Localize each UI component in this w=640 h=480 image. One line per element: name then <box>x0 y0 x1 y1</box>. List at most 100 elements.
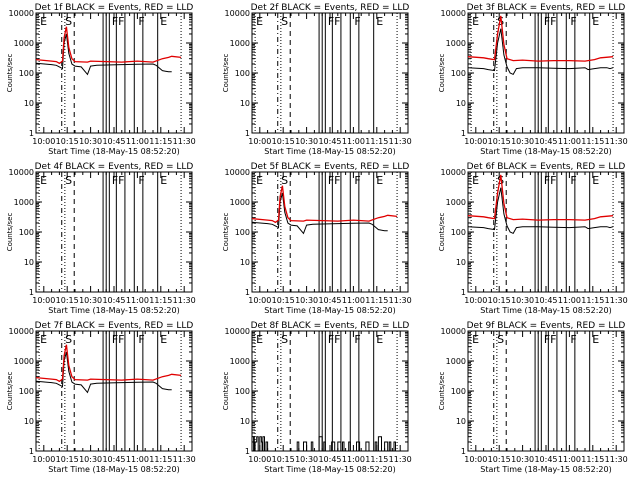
event-marker-label: E <box>40 15 47 28</box>
y-tick-label: 100 <box>451 228 466 237</box>
y-axis-label: Counts/sec <box>222 213 230 252</box>
y-axis-label: Counts/sec <box>222 54 230 93</box>
x-tick-label: 10:30 <box>511 455 534 464</box>
x-tick-label: 11:00 <box>558 455 581 464</box>
plot-frame <box>35 330 193 452</box>
y-tick-label: 1000 <box>14 198 34 207</box>
y-tick-label: 100 <box>235 69 250 78</box>
event-marker-label: F <box>550 15 556 28</box>
y-tick-label: 10 <box>240 417 250 426</box>
event-marker-label: S <box>281 15 288 28</box>
panel-title: Det 2f BLACK = Events, RED = LLD <box>251 3 410 13</box>
event-marker-label: S <box>281 333 288 346</box>
panel-title: Det 8f BLACK = Events, RED = LLD <box>251 321 410 331</box>
x-tick-label: 10:45 <box>534 296 557 305</box>
series-group <box>36 26 182 76</box>
x-tick-label: 10:15 <box>488 137 511 146</box>
x-tick-label: 10:45 <box>534 137 557 146</box>
event-marker-label: F <box>550 333 556 346</box>
y-tick-label: 10000 <box>225 327 250 336</box>
event-marker-label: F <box>334 174 340 187</box>
y-tick-label: 10000 <box>225 9 250 18</box>
y-tick-label: 100 <box>235 228 250 237</box>
events-series-line <box>252 192 388 235</box>
plot-frame <box>35 171 193 293</box>
event-marker-label: F <box>328 15 334 28</box>
panel-title: Det 6f BLACK = Events, RED = LLD <box>467 162 626 172</box>
event-marker-label: F <box>328 333 334 346</box>
y-tick-label: 10 <box>456 258 466 267</box>
detector-panel-2: Det 2f BLACK = Events, RED = LLD 1 10 100 10… <box>222 3 412 156</box>
y-axis-label: Counts/sec <box>6 213 14 252</box>
event-marker-label: E <box>160 174 167 187</box>
x-tick-label: 10:15 <box>272 455 295 464</box>
x-tick-label: 11:15 <box>581 296 604 305</box>
event-marker-label: F <box>112 333 118 346</box>
x-tick-label: 10:00 <box>32 137 55 146</box>
y-tick-label: 10000 <box>441 327 466 336</box>
event-marker-label: E <box>592 174 599 187</box>
event-marker-label: S <box>497 15 504 28</box>
event-marker-label: F <box>544 15 550 28</box>
x-tick-label: 11:00 <box>126 455 149 464</box>
y-tick-label: 1 <box>245 288 250 297</box>
events-series-line <box>252 436 398 451</box>
x-tick-label: 11:00 <box>342 296 365 305</box>
event-marker-label: F <box>354 15 360 28</box>
y-axis-label: Counts/sec <box>6 54 14 93</box>
event-marker-label: F <box>354 174 360 187</box>
y-tick-label: 10 <box>456 417 466 426</box>
event-marker-label: E <box>472 15 479 28</box>
y-tick-label: 1000 <box>230 357 250 366</box>
detector-panel-8: Det 8f BLACK = Events, RED = LLD 1 10 100 10… <box>222 321 412 474</box>
event-marker-label: E <box>592 333 599 346</box>
series-group <box>468 15 614 76</box>
x-tick-label: 11:15 <box>365 137 388 146</box>
x-tick-label: 11:15 <box>365 296 388 305</box>
y-tick-label: 1000 <box>14 357 34 366</box>
y-tick-label: 10 <box>456 99 466 108</box>
x-tick-label: 11:30 <box>173 137 196 146</box>
panel-title: Det 9f BLACK = Events, RED = LLD <box>467 321 626 331</box>
lld-series-line <box>468 174 614 221</box>
events-series-line <box>36 351 172 394</box>
event-marker-label: E <box>376 333 383 346</box>
detector-panel-7: Det 7f BLACK = Events, RED = LLD 1 10 100 10… <box>6 321 196 474</box>
y-tick-label: 100 <box>235 387 250 396</box>
event-marker-label: F <box>550 174 556 187</box>
y-tick-label: 10 <box>24 258 34 267</box>
x-tick-label: 11:15 <box>365 455 388 464</box>
detector-panel-1: Det 1f BLACK = Events, RED = LLD 1 10 100 10… <box>6 3 196 156</box>
x-tick-label: 10:45 <box>318 137 341 146</box>
panel-title: Det 3f BLACK = Events, RED = LLD <box>467 3 626 13</box>
x-tick-label: 11:00 <box>342 137 365 146</box>
x-tick-label: 11:30 <box>173 455 196 464</box>
event-marker-label: E <box>472 333 479 346</box>
y-tick-label: 10000 <box>9 327 34 336</box>
plot-frame <box>251 330 409 452</box>
x-tick-label: 10:30 <box>295 137 318 146</box>
y-tick-label: 1 <box>461 288 466 297</box>
y-tick-label: 1000 <box>230 198 250 207</box>
y-tick-label: 1 <box>461 447 466 456</box>
event-marker-label: F <box>138 174 144 187</box>
lld-series-line <box>468 15 614 62</box>
y-tick-label: 10000 <box>225 168 250 177</box>
y-tick-label: 10 <box>24 417 34 426</box>
x-tick-label: 10:45 <box>102 137 125 146</box>
y-tick-label: 100 <box>19 387 34 396</box>
y-tick-label: 10000 <box>441 168 466 177</box>
detector-panel-6: Det 6f BLACK = Events, RED = LLD 1 10 100 10… <box>438 162 628 315</box>
x-tick-label: 10:00 <box>248 137 271 146</box>
y-tick-label: 1 <box>245 129 250 138</box>
x-tick-label: 10:00 <box>32 455 55 464</box>
y-tick-label: 1 <box>29 129 34 138</box>
event-marker-label: F <box>138 15 144 28</box>
x-tick-label: 10:15 <box>56 296 79 305</box>
y-axis-label: Counts/sec <box>222 372 230 411</box>
x-axis-label: Start Time (18-May-15 08:52:20) <box>48 306 179 315</box>
x-tick-label: 10:00 <box>248 455 271 464</box>
series-group <box>468 174 614 235</box>
event-marker-label: S <box>65 333 72 346</box>
